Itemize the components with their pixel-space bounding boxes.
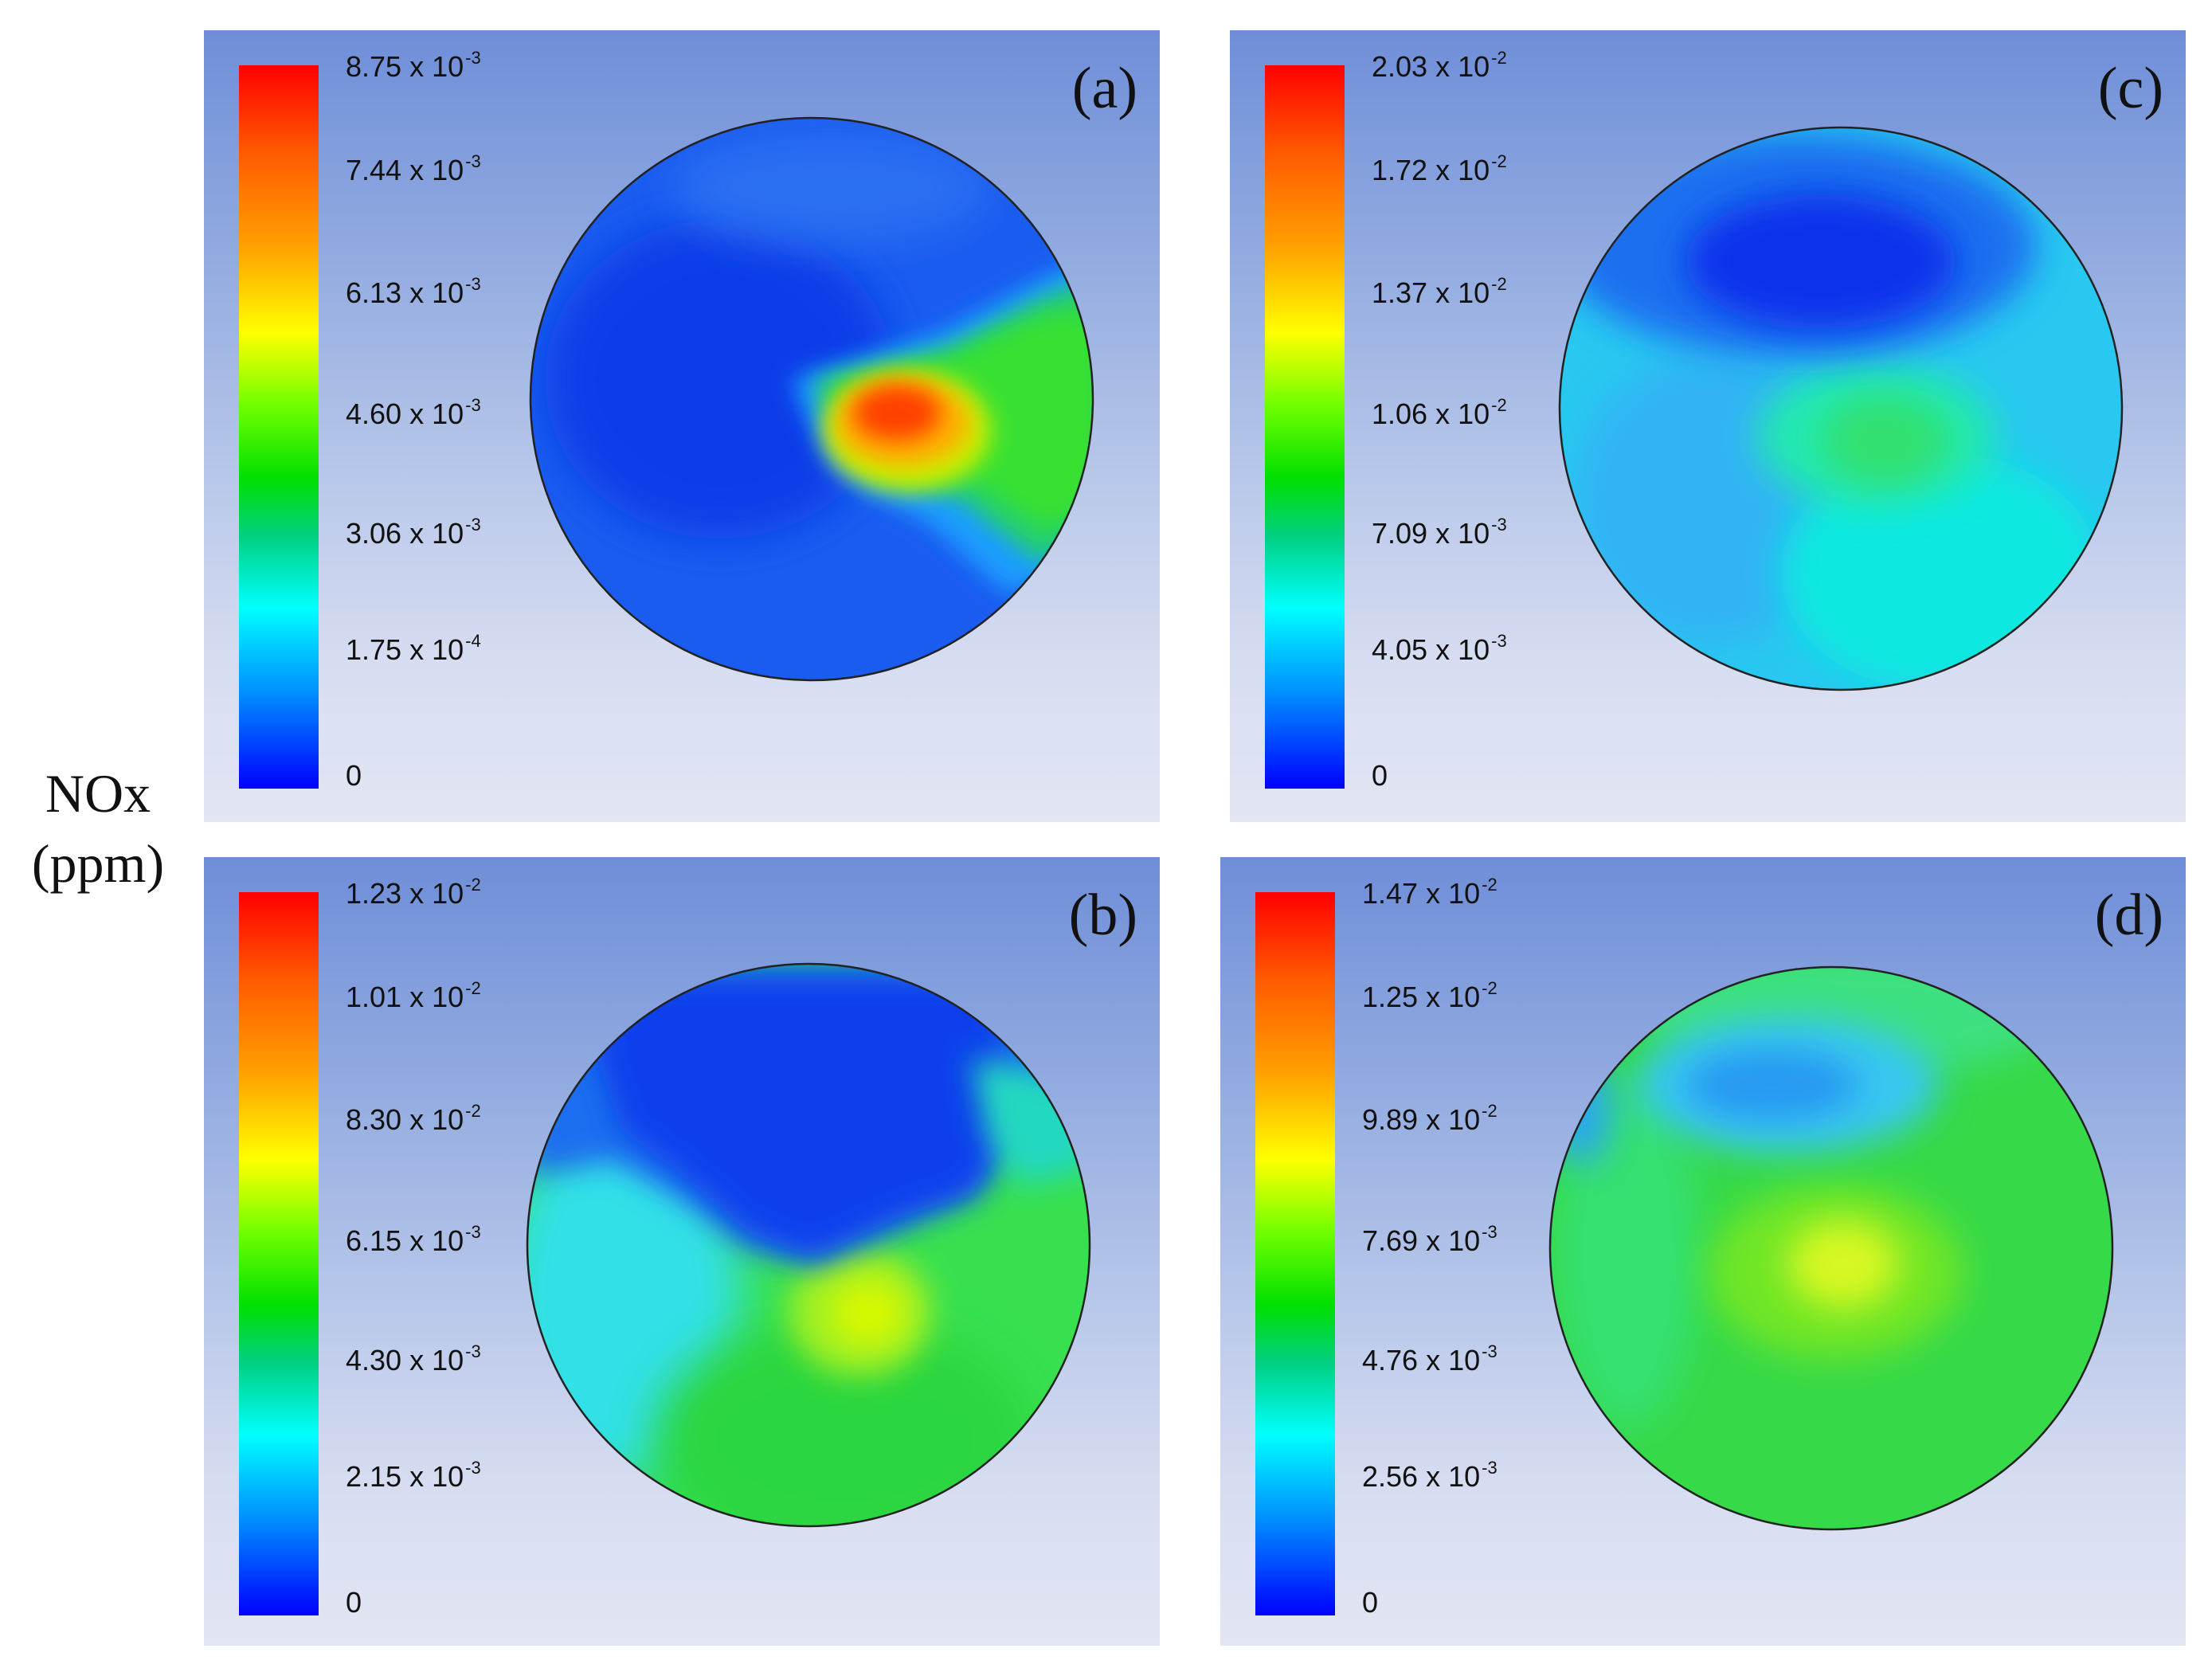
contour-disc [529,116,1094,682]
colorbar-tick-6: 2.56 x 10-3 [1362,1458,1498,1493]
colorbar [239,65,319,789]
colorbar-tick-4: 1.06 x 10-2 [1372,395,1507,430]
colorbar-tick-5: 3.06 x 10-3 [346,515,481,550]
colorbar-tick-1: 8.75 x 10-3 [346,48,481,83]
colorbar-tick-6: 1.75 x 10-4 [346,631,481,666]
panel-label: (a) [1071,56,1137,121]
colorbar-tick-2: 1.25 x 10-2 [1362,978,1498,1013]
colorbar-tick-1: 2.03 x 10-2 [1372,48,1507,83]
colorbar-tick-3: 8.30 x 10-2 [346,1101,481,1136]
panel-a: 8.75 x 10-3 7.44 x 10-3 6.13 x 10-3 4.60… [204,30,1160,822]
colorbar-tick-4: 7.69 x 10-3 [1362,1222,1498,1257]
colorbar-tick-6: 4.05 x 10-3 [1372,631,1507,666]
colorbar-tick-3: 1.37 x 10-2 [1372,274,1507,309]
panel-label: (d) [2094,883,2163,948]
colorbar-tick-4: 4.60 x 10-3 [346,395,481,430]
colorbar-tick-5: 4.76 x 10-3 [1362,1341,1498,1376]
colorbar-tick-6: 2.15 x 10-3 [346,1458,481,1493]
contour-disc [1558,126,2124,691]
colorbar-tick-3: 9.89 x 10-2 [1362,1101,1498,1136]
colorbar-tick-7: 0 [1362,1586,1379,1619]
panel-c: 2.03 x 10-2 1.72 x 10-2 1.37 x 10-2 1.06… [1230,30,2186,822]
colorbar [1265,65,1345,789]
panel-label: (b) [1068,883,1137,948]
colorbar [1255,892,1335,1615]
colorbar-tick-7: 0 [346,759,362,792]
colorbar-tick-2: 1.01 x 10-2 [346,978,481,1013]
colorbar-tick-7: 0 [346,1586,362,1619]
colorbar-tick-1: 1.23 x 10-2 [346,875,481,910]
colorbar-tick-4: 6.15 x 10-3 [346,1222,481,1257]
contour-disc [526,962,1091,1528]
panel-d: 1.47 x 10-2 1.25 x 10-2 9.89 x 10-2 7.69… [1220,857,2186,1646]
panel-b: 1.23 x 10-2 1.01 x 10-2 8.30 x 10-2 6.15… [204,857,1160,1646]
colorbar-tick-3: 6.13 x 10-3 [346,274,481,309]
colorbar-tick-2: 1.72 x 10-2 [1372,151,1507,186]
colorbar-tick-7: 0 [1372,759,1388,792]
side-label-quantity: NOx [45,763,151,824]
colorbar-tick-1: 1.47 x 10-2 [1362,875,1498,910]
panel-label: (c) [2097,56,2163,121]
colorbar [239,892,319,1615]
contour-disc [1548,965,2114,1531]
colorbar-tick-5: 4.30 x 10-3 [346,1341,481,1376]
side-label-unit: (ppm) [31,833,165,894]
colorbar-tick-2: 7.44 x 10-3 [346,151,481,186]
colorbar-tick-5: 7.09 x 10-3 [1372,515,1507,550]
